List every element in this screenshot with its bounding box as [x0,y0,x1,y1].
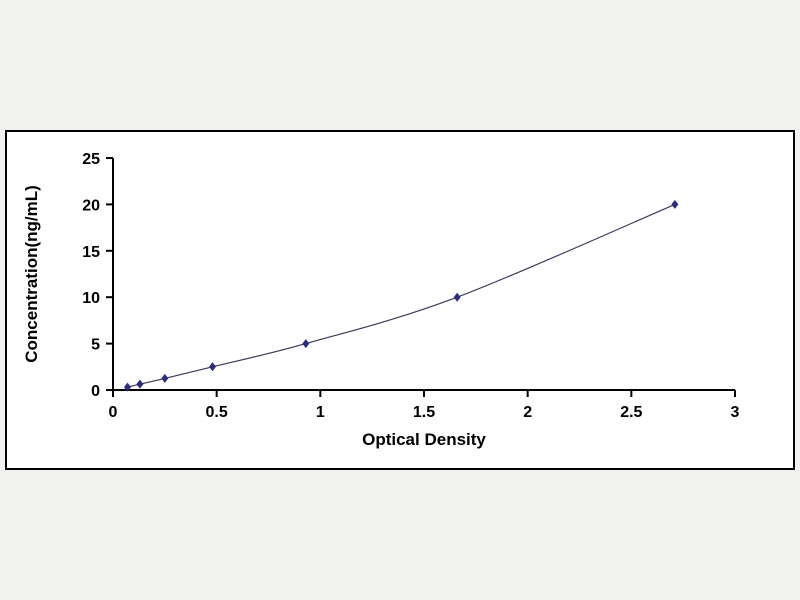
data-point-diamond [136,379,144,389]
standard-curve-chart: 0 0.5 1 1.5 2 2.5 3 0 5 10 15 20 25 Optical Density Co… [5,130,795,470]
y-tick-label: 0 [91,383,100,400]
data-point-diamond [453,292,461,302]
x-tick-label: 0.5 [206,404,228,421]
y-axis-title: Concentration(ng/mL) [22,185,41,363]
data-point-diamond [124,382,132,392]
y-tick-label: 20 [82,197,100,214]
y-tick-label: 5 [91,337,100,354]
y-tick-label: 15 [82,244,100,261]
data-point-diamond [302,339,310,349]
data-point-diamond [671,199,679,209]
x-tick-label: 2.5 [620,404,642,421]
data-point-diamond [161,373,169,383]
chart-plot: 0 0.5 1 1.5 2 2.5 3 0 5 10 15 20 25 Optical Density Co… [22,151,740,449]
data-point-diamond [209,362,217,372]
curve-line [127,203,676,388]
x-tick-label: 1.5 [413,404,435,421]
x-axis-title: Optical Density [362,430,486,449]
x-tick-label: 1 [316,404,325,421]
x-tick-label: 0 [109,404,118,421]
x-tick-label: 2 [523,404,532,421]
y-tick-label: 10 [82,290,100,307]
x-tick-label: 3 [731,404,740,421]
y-tick-label: 25 [82,151,100,168]
